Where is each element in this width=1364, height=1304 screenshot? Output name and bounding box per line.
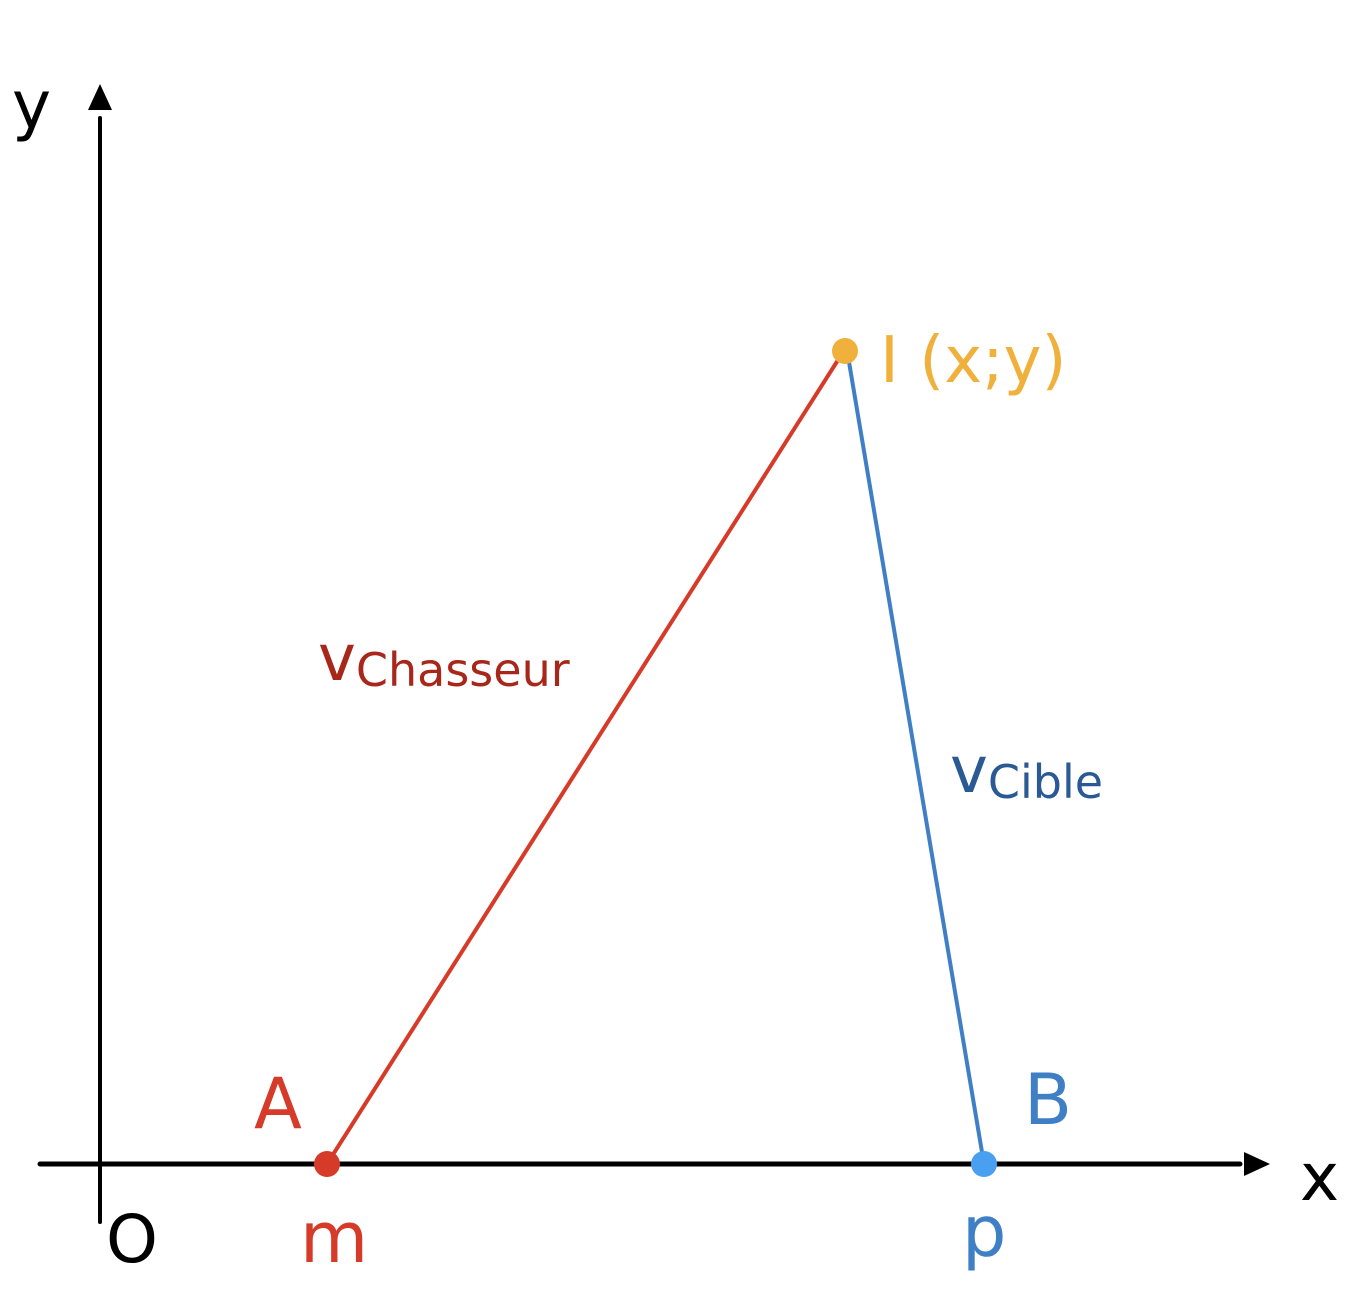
origin-label: O [106, 1201, 158, 1278]
hunter-speed-label: vChasseur [318, 622, 570, 697]
segment-BI [846, 354, 986, 1166]
hunter-speed-subscript: Chasseur [356, 643, 570, 697]
target-speed-subscript: Cible [988, 755, 1103, 809]
target-speed-label: vCible [950, 734, 1103, 809]
point-A-label: A [254, 1063, 302, 1145]
point-B-coordinate: p [962, 1191, 1006, 1273]
y-axis-arrowhead [88, 84, 112, 110]
point-B [971, 1151, 997, 1177]
target-speed-symbol: v [950, 734, 988, 808]
x-axis-arrowhead [1244, 1152, 1270, 1176]
point-B-label: B [1024, 1059, 1072, 1141]
point-I-label: I (x;y) [880, 324, 1066, 398]
hunter-speed-symbol: v [318, 622, 356, 696]
y-axis-label: y [12, 67, 51, 144]
point-A-coordinate: m [300, 1197, 368, 1279]
point-A [314, 1151, 340, 1177]
x-axis-label: x [1300, 1139, 1339, 1216]
point-I [832, 338, 858, 364]
segment-AI [325, 358, 840, 1166]
